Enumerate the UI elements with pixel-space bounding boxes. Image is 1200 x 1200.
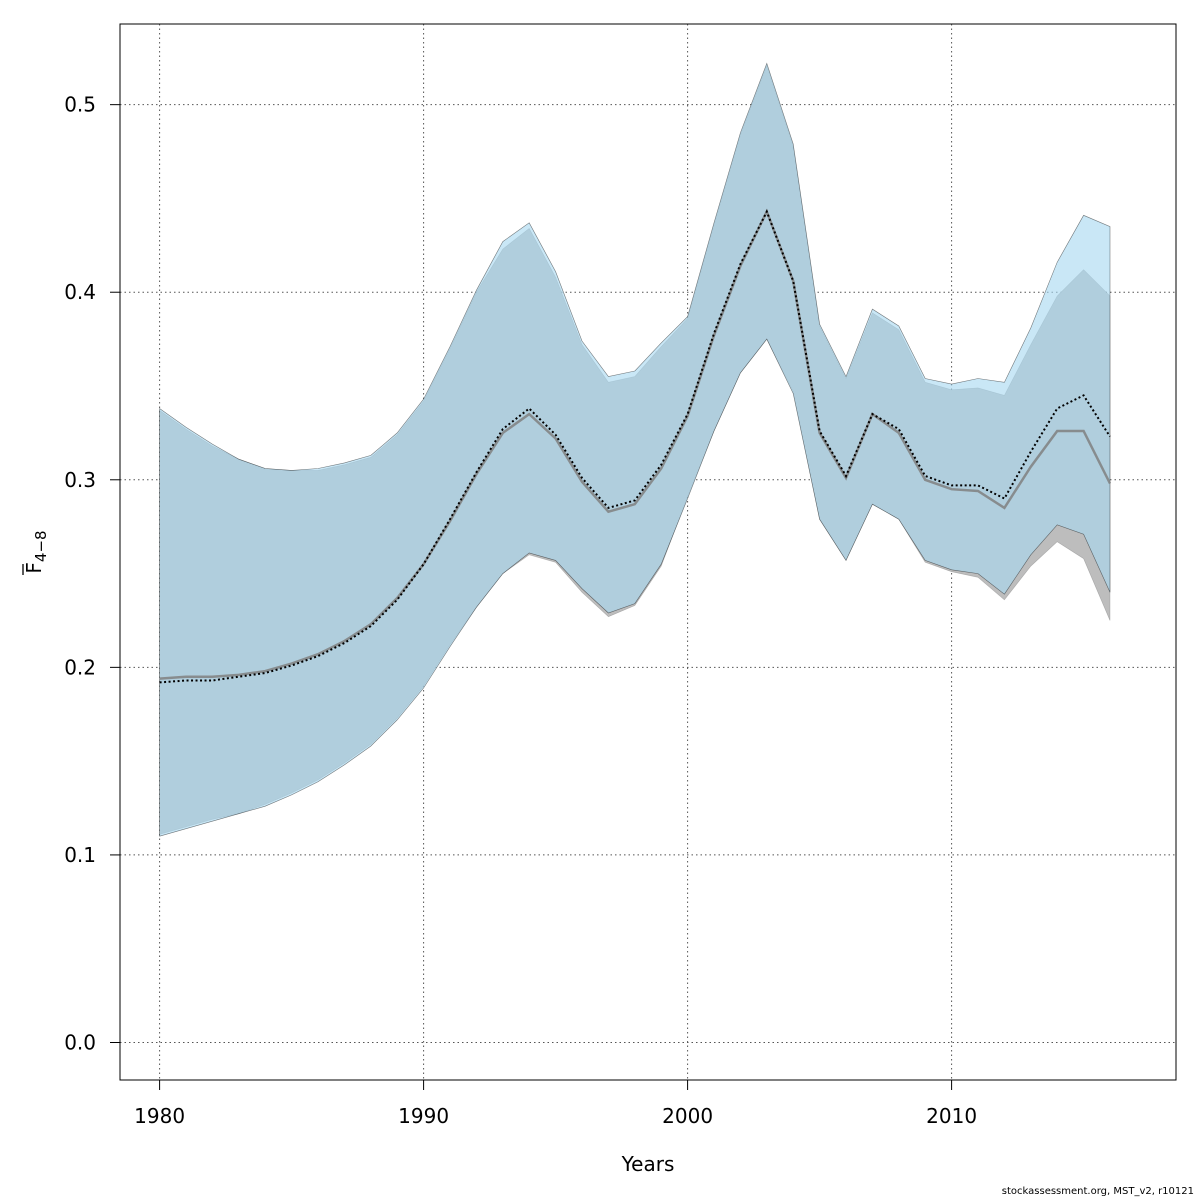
y-tick-label-0.1: 0.1 [64, 843, 96, 867]
x-axis: 1980 1990 2000 2010 [134, 1079, 977, 1128]
y-axis-title-subscript: 4−8 [32, 530, 50, 562]
median-line-series-1 [159, 208, 1112, 680]
y-tick-label-0.3: 0.3 [64, 468, 96, 492]
y-tick-label-0.4: 0.4 [64, 280, 96, 304]
svg-text:F4−8: F4−8 [22, 530, 50, 573]
median-lines [159, 208, 1112, 684]
x-tick-label-2010: 2010 [926, 1104, 977, 1128]
y-tick-label-0.0: 0.0 [64, 1030, 96, 1054]
x-tick-label-1980: 1980 [134, 1104, 185, 1128]
confidence-bands [159, 62, 1111, 837]
footer-credit: stockassessment.org, MST_v2, r10121 [1001, 1186, 1194, 1197]
median-line-series-2 [159, 209, 1111, 684]
y-tick-label-0.5: 0.5 [64, 93, 96, 117]
confidence-band-series-2 [159, 62, 1111, 837]
y-axis: 0.0 0.1 0.2 0.3 0.4 0.5 [64, 93, 121, 1054]
x-tick-label-2000: 2000 [662, 1104, 713, 1128]
y-axis-title-main: F [22, 562, 46, 574]
y-axis-title: F4−8 [22, 530, 50, 573]
y-tick-label-0.2: 0.2 [64, 655, 96, 679]
x-axis-title: Years [621, 1152, 675, 1176]
x-tick-label-1990: 1990 [398, 1104, 449, 1128]
